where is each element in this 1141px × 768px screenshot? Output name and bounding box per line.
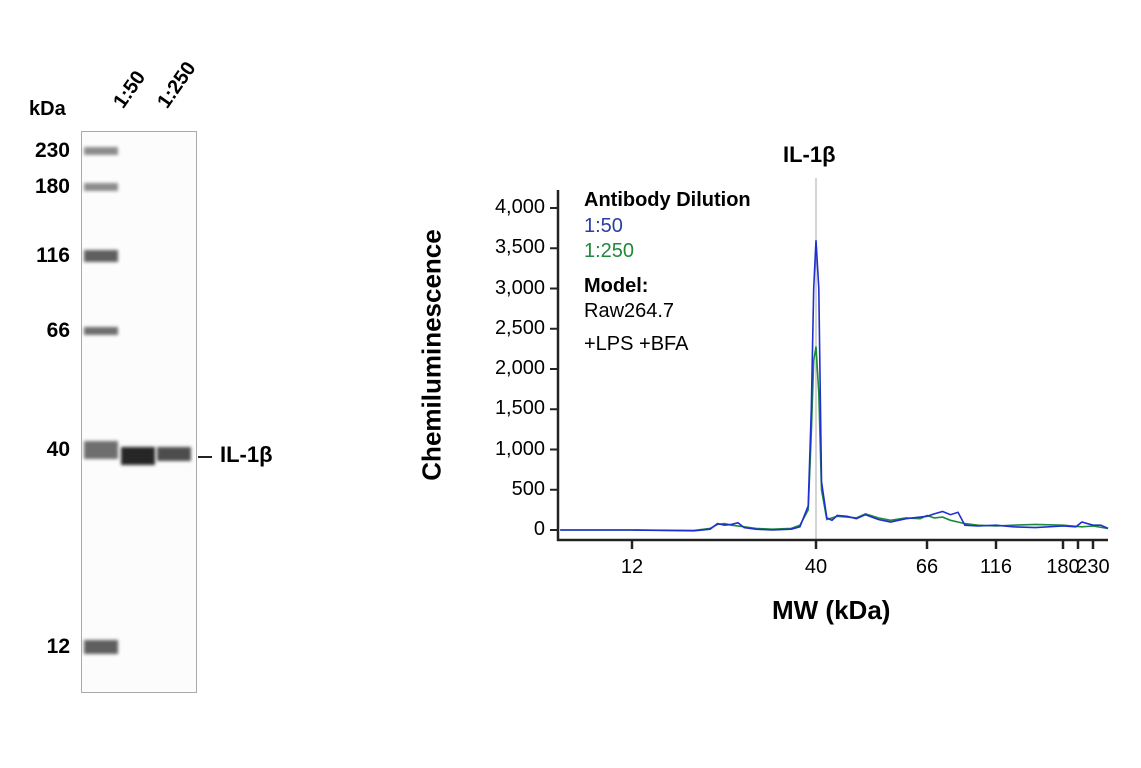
x-axis-label: MW (kDa) <box>772 595 891 625</box>
y-tick-label: 2,500 <box>494 316 545 339</box>
gel-box <box>81 131 197 693</box>
y-tick-label: 1,500 <box>494 397 545 420</box>
x-tick-label: 66 <box>915 556 939 578</box>
legend-series-1: 1:50 <box>584 215 623 237</box>
gel-unit-label: kDa <box>29 98 66 120</box>
ladder-label: 12 <box>46 635 70 658</box>
series-line-1-50 <box>560 240 1109 532</box>
sample-band <box>121 447 155 465</box>
ladder-band <box>84 327 118 335</box>
legend-title: Antibody Dilution <box>584 189 751 211</box>
y-tick-label: 3,000 <box>494 276 545 299</box>
ladder-label: 116 <box>36 244 70 267</box>
model-line-2: +LPS +BFA <box>584 333 689 355</box>
x-tick-label: 230 <box>1076 556 1110 578</box>
series-line-1-250 <box>560 346 1109 532</box>
ladder-band <box>84 147 118 155</box>
sample-band <box>157 447 191 461</box>
y-tick-label: 1,000 <box>494 437 545 460</box>
x-tick-label: 116 <box>980 556 1012 578</box>
y-tick-label: 500 <box>511 477 545 500</box>
ladder-label: 180 <box>34 175 70 198</box>
band-label: IL-1β <box>220 442 273 467</box>
model-title: Model: <box>584 275 649 297</box>
y-axis-label: Chemiluminescence <box>416 229 447 481</box>
ladder-label: 66 <box>46 319 70 342</box>
x-tick-label: 12 <box>620 556 644 578</box>
chart-title: IL-1β <box>783 142 836 167</box>
model-line-1: Raw264.7 <box>584 300 675 322</box>
ladder-band <box>84 183 118 191</box>
y-tick-label: 2,000 <box>494 357 545 379</box>
ladder-band <box>84 250 118 262</box>
x-tick-label: 40 <box>804 556 828 578</box>
x-tick-label: 180 <box>1046 556 1080 578</box>
ladder-label: 230 <box>34 139 70 162</box>
y-tick-label: 0 <box>533 518 545 540</box>
y-tick-label: 3,500 <box>494 236 545 259</box>
band-pointer-line <box>198 456 212 458</box>
y-tick-label: 4,000 <box>494 196 545 218</box>
ladder-label: 40 <box>46 438 70 461</box>
legend-series-2: 1:250 <box>584 240 635 262</box>
ladder-band <box>84 640 118 654</box>
ladder-band <box>84 441 118 459</box>
